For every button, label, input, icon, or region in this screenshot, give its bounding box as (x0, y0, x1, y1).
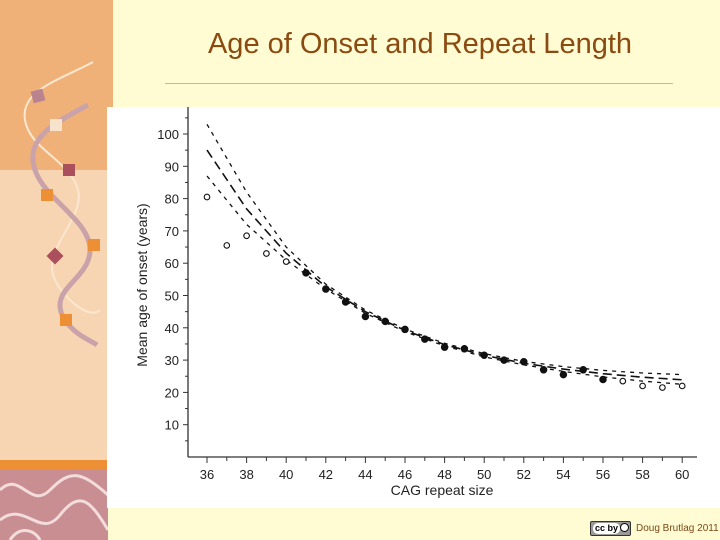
y-tick-label: 80 (165, 192, 179, 207)
open-point (282, 258, 290, 265)
y-tick-label: 70 (165, 224, 179, 239)
y-tick-label: 60 (165, 256, 179, 271)
chart: 10 20 30 40 50 60 70 80 90 100 36 38 40 42 44 46 48 50 52 5… (107, 107, 720, 508)
y-tick-label: 30 (165, 353, 179, 368)
y-tick-label: 40 (165, 321, 179, 336)
title-divider (165, 83, 673, 84)
filled-point (361, 312, 370, 321)
y-tick-label: 90 (165, 159, 179, 174)
filled-point (421, 335, 429, 343)
filled-point (559, 370, 568, 379)
filled-point (480, 351, 488, 360)
dna-helix-decoration (23, 61, 101, 348)
open-point (619, 377, 627, 385)
x-tick-label: 46 (398, 467, 412, 482)
upper-bound-curve (206, 123, 683, 376)
filled-point (520, 357, 528, 366)
x-tick-label: 50 (477, 467, 491, 482)
decor-orange-bar (0, 460, 108, 470)
open-point (263, 250, 270, 257)
filled-point (460, 345, 469, 353)
open-point (639, 382, 646, 390)
filled-point (381, 317, 389, 326)
open-point (659, 384, 666, 391)
x-tick-label: 38 (239, 467, 253, 482)
y-tick-label: 20 (165, 385, 179, 400)
x-tick-label: 36 (200, 467, 214, 482)
slide-title: Age of Onset and Repeat Length (207, 28, 633, 60)
chart-svg: 10 20 30 40 50 60 70 80 90 100 36 38 40 42 44 46 48 50 52 5… (134, 107, 697, 498)
cc-license-label: cc by (593, 523, 621, 534)
filled-point (440, 343, 449, 351)
y-tick-label: 10 (165, 418, 179, 433)
by-icon (620, 523, 629, 532)
footer-author: Doug Brutlag 2011 (636, 523, 719, 534)
lower-bound-curve (206, 175, 683, 385)
x-tick-label: 42 (319, 467, 333, 482)
x-tick-label: 56 (596, 467, 610, 482)
filled-point (500, 356, 508, 364)
filled-point (401, 325, 409, 334)
cc-license-badge[interactable]: cc by (590, 521, 631, 536)
x-tick-label: 60 (675, 467, 689, 482)
x-tick-label: 40 (279, 467, 293, 482)
decor-pattern (0, 470, 108, 540)
x-tick-label: 48 (437, 467, 451, 482)
x-tick-label: 44 (358, 467, 372, 482)
open-point (223, 242, 231, 249)
x-tick-label: 54 (556, 467, 570, 482)
filled-point (599, 375, 607, 384)
filled-point (302, 269, 310, 277)
filled-point (579, 366, 587, 374)
x-axis-label: CAG repeat size (391, 482, 494, 498)
decor-panel-middle (0, 170, 113, 460)
open-point (203, 193, 211, 201)
x-tick-label: 58 (635, 467, 649, 482)
filled-point (322, 285, 330, 293)
filled-point (341, 298, 350, 306)
filled-point (539, 366, 548, 374)
open-point (243, 232, 250, 240)
y-tick-label: 100 (157, 127, 179, 142)
y-axis-label: Mean age of onset (years) (134, 203, 150, 366)
decor-panel-top (0, 0, 113, 170)
y-tick-label: 50 (165, 289, 179, 304)
x-tick-label: 52 (517, 467, 531, 482)
open-point (678, 382, 686, 390)
